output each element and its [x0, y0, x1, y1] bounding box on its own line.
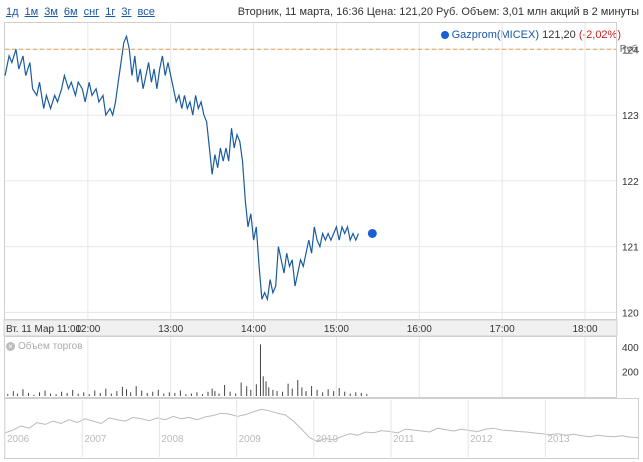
y-axis-unit: Руб. [620, 43, 640, 55]
price-line [4, 34, 360, 302]
overview-year-label-2: 2008 [161, 434, 184, 445]
volume-tick-label-1: 400 [622, 343, 639, 354]
overview-year-label-0: 2006 [7, 434, 30, 445]
legend: Gazprom(MICEX) 121,20 (-2,02%) [440, 29, 621, 41]
legend-series-name[interactable]: Gazprom(MICEX) [451, 29, 540, 41]
overview-series: 2006 2007 2008 2009 2010 2011 2012 2013 [4, 400, 639, 457]
volume-label: × Объем торгов [6, 341, 83, 352]
x-tick-label-3: 14:00 [241, 324, 266, 335]
range-selector: 1д 1м 3м 6м снг 1г 3г все [6, 6, 161, 18]
range-4[interactable]: снг [83, 6, 100, 18]
volume-bars [7, 344, 368, 396]
x-tick-label-0: Вт. 11 Мар 11:00 [6, 324, 82, 335]
volume-label-text: Объем торгов [18, 341, 83, 352]
x-tick-label-7: 18:00 [572, 324, 597, 335]
y-tick-label-3: 123 [622, 111, 639, 122]
y-axis-ticks: 120 121 122 123 124 [622, 45, 639, 319]
y-tick-label-1: 121 [622, 243, 639, 254]
y-tick-label-2: 122 [622, 177, 639, 188]
range-7[interactable]: все [137, 6, 155, 18]
x-tick-label-6: 17:00 [490, 324, 515, 335]
price-plot-frame [4, 22, 617, 320]
y-tick-label-0: 120 [622, 308, 639, 319]
volume-tick-label-0: 200 [622, 367, 639, 378]
overview-line [4, 408, 639, 442]
series-dot-icon [440, 31, 449, 39]
x-tick-label-2: 13:00 [158, 324, 183, 335]
range-2[interactable]: 3м [44, 6, 58, 18]
overview-year-label-3: 2009 [239, 434, 262, 445]
overview-year-label-1: 2007 [84, 434, 107, 445]
overview-year-label-5: 2011 [393, 434, 415, 445]
x-tick-label-5: 16:00 [407, 324, 432, 335]
x-tick-label-1: 12:00 [75, 324, 100, 335]
overview-frame[interactable] [4, 398, 639, 459]
x-tick-label-4: 15:00 [324, 324, 349, 335]
range-1[interactable]: 1м [24, 6, 39, 18]
legend-change: (-2,02%) [578, 29, 621, 41]
legend-value: 121,20 [542, 29, 576, 41]
close-icon[interactable]: × [6, 342, 15, 351]
y-tick-label-4: 124 [622, 45, 639, 56]
overview-year-label-4: 2010 [316, 434, 339, 445]
range-6[interactable]: 3г [121, 6, 132, 18]
overview-year-label-7: 2013 [547, 434, 570, 445]
price-info: Вторник, 11 марта, 16:36 Цена: 121,20 Ру… [237, 6, 639, 18]
overview-year-label-6: 2012 [470, 434, 493, 445]
volume-plot-frame [4, 336, 617, 398]
range-3[interactable]: 6м [63, 6, 78, 18]
price-series [4, 34, 377, 302]
last-price-marker [367, 228, 377, 238]
volume-axis-ticks: 200 400 [622, 343, 639, 379]
range-5[interactable]: 1г [105, 6, 116, 18]
range-0[interactable]: 1д [6, 6, 19, 18]
grid-lines [5, 23, 616, 397]
